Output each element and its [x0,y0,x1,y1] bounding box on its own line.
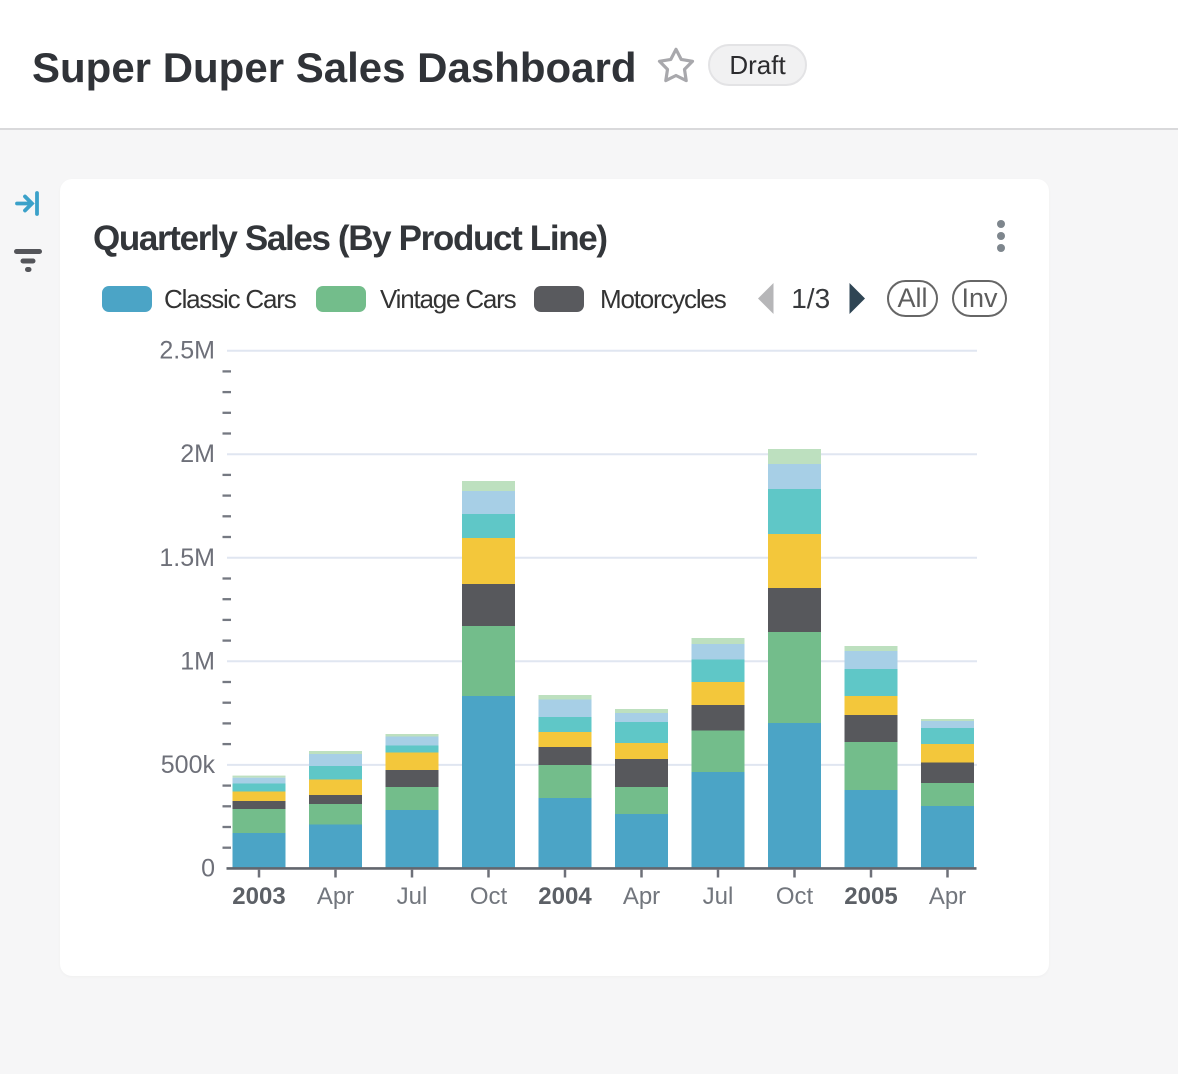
svg-text:Motorcycles: Motorcycles [600,284,727,314]
svg-text:2004: 2004 [538,883,592,910]
svg-text:All: All [897,283,927,313]
svg-text:Jul: Jul [397,883,428,910]
svg-text:Apr: Apr [623,883,660,910]
svg-text:2003: 2003 [232,883,285,910]
svg-text:0: 0 [201,854,215,882]
svg-text:Apr: Apr [317,883,354,910]
svg-text:Oct: Oct [470,883,508,910]
svg-text:2M: 2M [180,440,215,468]
svg-text:1.5M: 1.5M [159,544,215,572]
svg-text:Vintage Cars: Vintage Cars [380,284,517,314]
svg-text:2.5M: 2.5M [159,337,215,365]
svg-text:Apr: Apr [929,883,966,910]
svg-text:1/3: 1/3 [791,283,830,314]
svg-text:Classic Cars: Classic Cars [164,284,297,314]
svg-text:Oct: Oct [776,883,814,910]
svg-text:500k: 500k [161,751,216,779]
svg-text:2005: 2005 [844,883,897,910]
svg-text:1M: 1M [180,647,215,675]
svg-text:Jul: Jul [703,883,734,910]
svg-text:Inv: Inv [961,283,998,313]
